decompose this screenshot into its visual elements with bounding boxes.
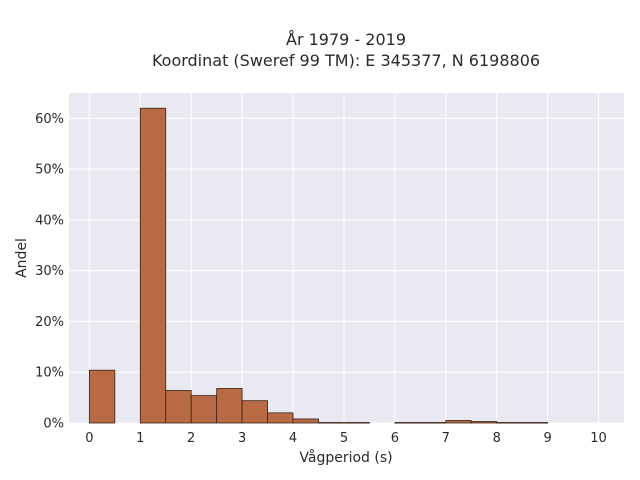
x-tick-label: 9 — [543, 431, 551, 446]
x-tick-label: 7 — [442, 431, 450, 446]
histogram-bar — [521, 422, 549, 424]
y-tick-label: 30% — [35, 264, 64, 279]
chart-title-line-2: Koordinat (Sweref 99 TM): E 345377, N 61… — [152, 51, 540, 70]
y-tick-label: 10% — [35, 366, 64, 381]
x-tick-label: 6 — [391, 431, 399, 446]
histogram-bar — [318, 422, 345, 424]
histogram-bar — [267, 412, 294, 424]
histogram-bar — [394, 422, 421, 424]
histogram-bar — [343, 422, 370, 424]
x-tick-label: 8 — [493, 431, 501, 446]
y-tick-label: 50% — [35, 163, 64, 178]
x-axis-label: Vågperiod (s) — [299, 449, 392, 466]
histogram-bar — [216, 388, 243, 424]
x-tick-label: 3 — [238, 431, 246, 446]
histogram-bars — [88, 107, 549, 424]
histogram-bar — [470, 421, 498, 424]
histogram-bar — [190, 395, 218, 424]
histogram-bar — [139, 107, 167, 424]
y-tick-label: 0% — [43, 417, 64, 432]
histogram-bar — [496, 422, 523, 424]
chart-title-line-1: År 1979 - 2019 — [286, 30, 406, 49]
x-tick-label: 1 — [136, 431, 144, 446]
x-tick-label: 5 — [340, 431, 348, 446]
histogram-bar — [419, 422, 447, 424]
y-tick-label: 20% — [35, 315, 64, 330]
x-tick-label: 0 — [85, 431, 93, 446]
y-axis-ticks: 0% 10% 20% 30% 40% 50% 60% — [35, 112, 64, 432]
histogram-bar — [292, 418, 319, 424]
x-axis-ticks: 0 1 2 3 4 5 6 7 8 9 10 — [85, 431, 607, 446]
y-axis-label: Andel — [14, 238, 30, 278]
histogram-bar — [241, 400, 268, 424]
x-tick-label: 4 — [289, 431, 297, 446]
y-tick-label: 60% — [35, 112, 64, 127]
histogram-bar — [88, 369, 116, 424]
histogram-bar — [445, 420, 472, 424]
histogram-bar — [165, 390, 192, 424]
x-tick-label: 10 — [590, 431, 607, 446]
y-tick-label: 40% — [35, 213, 64, 228]
x-tick-label: 2 — [187, 431, 195, 446]
